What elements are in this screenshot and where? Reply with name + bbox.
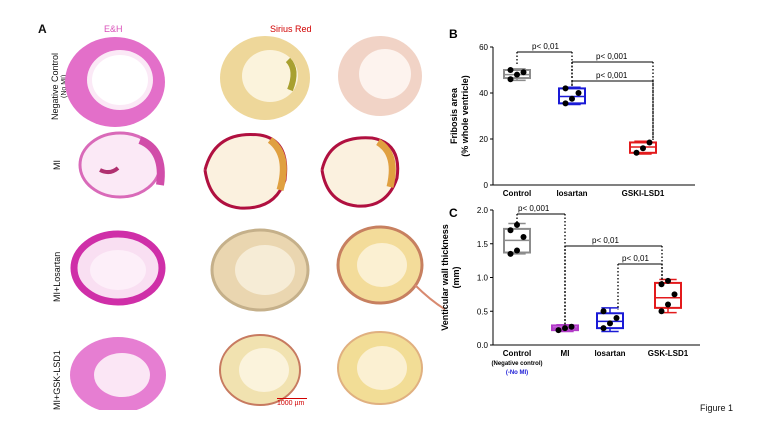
data-point (562, 325, 568, 332)
scale-bar (277, 398, 307, 399)
y-axis-label: (mm) (451, 266, 461, 288)
data-point (507, 67, 514, 73)
he-negative-control-image (65, 37, 165, 127)
y-tick-label: 0.0 (477, 341, 489, 350)
data-point (569, 95, 575, 102)
data-point (640, 145, 646, 152)
y-tick-label: 0.5 (477, 307, 489, 316)
sirius-mi-gsk-lsd1-image (219, 334, 301, 406)
p-value-label: p< 0,01 (592, 236, 619, 245)
x-tick-label: Control (503, 349, 531, 358)
he-mi-losartan-image (70, 230, 166, 306)
p-value-label: p< 0,01 (532, 42, 559, 51)
x-tick-label: Control (503, 189, 531, 198)
y-tick-label: 40 (479, 89, 488, 98)
data-point (613, 315, 620, 321)
data-point (600, 325, 607, 332)
data-point (607, 320, 613, 327)
data-point (514, 71, 520, 78)
p-value-label: p< 0,001 (518, 204, 550, 213)
x-tick-sublabel: (Negative control) (491, 361, 542, 367)
sirius-mi-losartan-image-2 (336, 225, 445, 311)
data-point (568, 323, 575, 330)
y-tick-label: 0 (484, 181, 489, 190)
y-tick-label: 2.0 (477, 206, 489, 215)
sirius-mi-gsk-lsd1-image-2 (337, 331, 423, 405)
x-tick-label: GSK-LSD1 (648, 349, 689, 358)
data-point (665, 277, 671, 284)
p-value-label: p< 0,001 (596, 71, 628, 80)
y-axis-label: Fribosis area (449, 87, 459, 144)
data-point (600, 308, 607, 315)
y-tick-label: 60 (479, 43, 488, 52)
data-point (507, 76, 514, 83)
data-point (555, 327, 562, 334)
scale-bar-label: 1000 µm (277, 400, 305, 407)
data-point (520, 69, 527, 76)
data-point (658, 281, 665, 288)
data-point (671, 291, 678, 298)
data-point (520, 234, 527, 240)
sirius-negative-control-image (220, 36, 310, 120)
panel-a-letter: A (38, 22, 47, 36)
data-point (658, 308, 665, 315)
data-point (562, 100, 569, 107)
y-tick-label: 1.0 (477, 274, 489, 283)
y-tick-label: 1.5 (477, 240, 489, 249)
x-tick-label: GSKI-LSD1 (622, 189, 665, 198)
data-point (646, 139, 653, 146)
sirius-mi-image (203, 132, 288, 210)
figure-label: Figure 1 (700, 403, 734, 413)
data-point (575, 90, 582, 96)
he-column-header: E&H (104, 24, 123, 34)
he-mi-gsk-lsd1-image (70, 337, 166, 410)
sirius-negative-control-image-2 (338, 36, 422, 116)
y-axis-label: (% whole ventricle) (460, 75, 470, 157)
sirius-red-column-header: Sirius Red (270, 24, 312, 34)
x-tick-label: losartan (594, 349, 625, 358)
x-tick-sublabel: (-No MI) (506, 370, 528, 376)
x-tick-label: losartan (556, 189, 587, 198)
y-axis-label: Venticular wall thickness (440, 224, 450, 331)
data-point (507, 227, 514, 234)
data-point (514, 247, 520, 254)
panel-b-letter: B (449, 27, 458, 41)
data-point (665, 301, 671, 308)
data-point (507, 250, 514, 257)
p-value-label: p< 0,001 (596, 52, 628, 61)
sirius-mi-image-2 (320, 136, 400, 208)
he-mi-image (78, 131, 165, 199)
x-tick-label: MI (561, 349, 570, 358)
data-point (633, 149, 640, 156)
panel-c-letter: C (449, 206, 458, 220)
histology-image-grid (65, 36, 445, 410)
data-point (562, 85, 569, 92)
sirius-mi-losartan-image (210, 228, 310, 312)
y-tick-label: 20 (479, 135, 488, 144)
p-value-label: p< 0,01 (622, 254, 649, 263)
